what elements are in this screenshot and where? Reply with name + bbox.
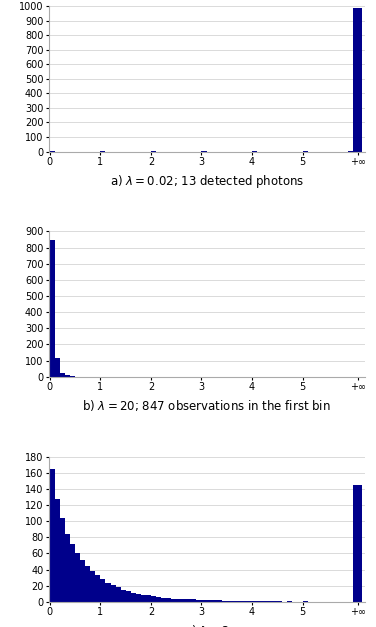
Bar <box>111 585 115 602</box>
Bar <box>65 376 70 377</box>
Bar <box>303 601 308 602</box>
Bar <box>257 601 262 602</box>
Bar <box>96 576 100 602</box>
Bar <box>171 599 176 602</box>
Bar <box>70 544 75 602</box>
Bar <box>136 594 141 602</box>
Bar <box>222 601 227 602</box>
Bar <box>60 518 65 602</box>
Bar <box>353 8 362 152</box>
Bar <box>267 601 272 602</box>
Bar <box>141 594 146 602</box>
Bar <box>191 599 196 602</box>
Bar <box>196 600 202 602</box>
Bar <box>50 469 55 602</box>
Bar <box>60 373 65 377</box>
Bar <box>100 579 106 602</box>
Bar <box>252 601 257 602</box>
Bar <box>202 600 206 602</box>
X-axis label: a) $\lambda = 0.02$; 13 detected photons: a) $\lambda = 0.02$; 13 detected photons <box>110 172 304 189</box>
Bar <box>156 597 161 602</box>
Bar <box>181 599 186 602</box>
Bar <box>287 601 293 602</box>
Bar <box>106 582 111 602</box>
Bar <box>232 601 237 602</box>
Bar <box>247 601 252 602</box>
Bar <box>353 485 362 602</box>
Bar <box>166 598 171 602</box>
Bar <box>146 596 151 602</box>
Bar <box>80 560 85 602</box>
Bar <box>161 598 166 602</box>
Bar <box>121 590 126 602</box>
Bar <box>217 600 222 602</box>
Bar <box>242 601 247 602</box>
Bar <box>85 566 90 602</box>
Bar <box>90 571 96 602</box>
Bar <box>272 601 277 602</box>
Bar <box>212 600 217 602</box>
Bar <box>55 357 60 377</box>
Bar <box>186 599 191 602</box>
Bar <box>262 601 267 602</box>
Bar <box>227 601 232 602</box>
Bar <box>126 591 131 602</box>
Bar <box>237 601 242 602</box>
Bar <box>206 600 212 602</box>
Bar <box>65 534 70 602</box>
X-axis label: c) $\lambda = 2$: c) $\lambda = 2$ <box>185 623 229 627</box>
Bar <box>55 498 60 602</box>
X-axis label: b) $\lambda = 20$; 847 observations in the first bin: b) $\lambda = 20$; 847 observations in t… <box>82 398 331 413</box>
Bar <box>277 601 282 602</box>
Bar <box>50 240 55 377</box>
Bar <box>131 593 136 602</box>
Bar <box>115 587 121 602</box>
Bar <box>75 554 80 602</box>
Bar <box>151 596 156 602</box>
Bar <box>176 599 181 602</box>
